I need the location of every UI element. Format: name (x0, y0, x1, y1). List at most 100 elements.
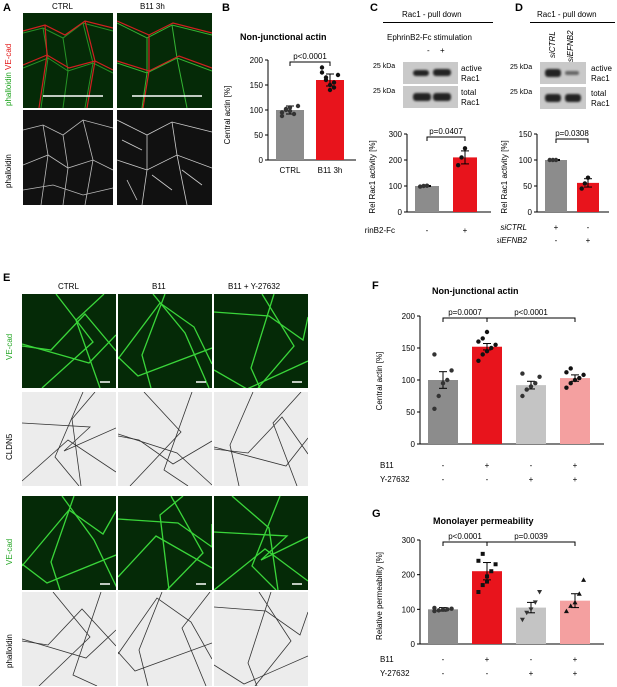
row2-sign: - (442, 669, 445, 678)
row2-sign: + (573, 475, 578, 484)
x-tick-label: B11 3h (318, 166, 343, 175)
y-tick-label: 100 (250, 106, 264, 115)
y-tick-label: 200 (389, 156, 403, 165)
data-point (480, 336, 485, 341)
panel-e-image (214, 392, 308, 486)
panel-letter-d: D (515, 2, 523, 14)
row1-sign: - (530, 655, 533, 664)
data-point (528, 384, 534, 389)
data-point (532, 600, 538, 605)
panel-g-chart: 0 100 200 300 Relative permeability [%] p<0.0… (375, 532, 604, 678)
panel-f-chart: 0 50 100 150 200 Central actin [%] p=0.0007 p<0… (375, 308, 604, 484)
data-point (323, 75, 329, 80)
y-tick-label: 100 (402, 376, 416, 385)
significance-bracket (426, 136, 466, 141)
data-point (424, 183, 430, 188)
panel-c-blot1-label-b: Rac1 (461, 74, 480, 83)
panel-c-blot-active (403, 62, 458, 84)
significance-bracket (289, 61, 331, 66)
panel-d-lane-sictrl: siCTRL (548, 31, 557, 58)
data-point (484, 349, 490, 354)
x-sign: - (426, 226, 429, 235)
row2-sign: - (442, 475, 445, 484)
y-tick-label: 0 (528, 208, 533, 217)
panel-d-header-rule (530, 22, 615, 23)
y-tick-label: 50 (254, 131, 263, 140)
bar (428, 380, 458, 444)
bar (428, 609, 458, 644)
data-point (564, 370, 569, 375)
data-point (519, 617, 525, 623)
row1-sign: + (554, 223, 559, 232)
panel-e-row-label-1: VE-cad (5, 333, 14, 360)
vecad-label: VE-cad (4, 43, 13, 70)
significance-bracket (486, 541, 576, 546)
bar (516, 607, 546, 644)
row1-sign: - (442, 655, 445, 664)
panel-e-image (22, 592, 116, 686)
data-point (440, 607, 446, 612)
row1-sign: - (587, 223, 590, 232)
panel-d-lane-siefnb2: siEFNB2 (566, 30, 575, 62)
panel-c-header-rule (383, 22, 493, 23)
data-point (417, 184, 423, 189)
y-axis-label: Rel Rac1 activity [%] (500, 140, 509, 213)
bar (276, 110, 304, 160)
bar (516, 385, 546, 444)
data-point (581, 372, 586, 378)
data-point (331, 80, 337, 85)
data-point (327, 87, 333, 93)
panel-e-image (214, 294, 308, 388)
data-point (283, 106, 289, 112)
panel-a-col-ctrl: CTRL (52, 2, 73, 11)
data-point (455, 163, 461, 168)
panel-e-image (22, 496, 116, 590)
panel-c-kda1: 25 kDa (373, 63, 396, 70)
y-tick-label: 0 (411, 640, 416, 649)
row2-label: Y-27632 (380, 669, 410, 678)
data-point (445, 377, 450, 383)
panel-c-stim-minus: - (427, 46, 430, 55)
data-point (279, 110, 285, 115)
row2-sign: - (486, 669, 489, 678)
y-tick-label: 100 (519, 156, 533, 165)
data-point (432, 608, 437, 614)
panel-e-image (118, 294, 212, 388)
significance-bracket (555, 138, 589, 143)
y-tick-label: 200 (250, 56, 264, 65)
panel-d-blot-active (540, 62, 586, 84)
data-point (436, 393, 441, 399)
data-point (585, 175, 591, 180)
significance-bracket (442, 541, 488, 546)
bar (316, 80, 344, 160)
y-axis-label: Central actin [%] (223, 86, 232, 145)
data-point (476, 590, 481, 594)
row2-sign: + (586, 236, 591, 245)
panel-e-image (22, 294, 116, 388)
data-point (480, 551, 485, 556)
panel-c-header: Rac1 - pull down (402, 10, 462, 19)
data-point (476, 358, 481, 363)
data-point (279, 113, 285, 119)
panel-d-kda2: 25 kDa (510, 89, 533, 96)
row1-sign: + (485, 461, 490, 470)
y-tick-label: 150 (250, 81, 264, 90)
panel-b-chart: 0 50 100 150 200 Central actin [%] p<0.0001 CTR… (223, 52, 356, 175)
panel-g-title: Monolayer permeability (433, 516, 534, 526)
y-tick-label: 100 (402, 605, 416, 614)
data-point (476, 339, 481, 344)
data-point (485, 579, 489, 584)
panel-a-row-label-bottom: phalloidin (4, 154, 13, 188)
panel-e-row-label-4: phalloidin (5, 634, 14, 668)
panel-e-row-label-2: CLDN5 (5, 433, 14, 460)
data-point (489, 345, 494, 351)
row1-sign: - (530, 461, 533, 470)
data-point (582, 181, 588, 186)
data-point (484, 329, 490, 335)
row2-label: siEFNB2 (497, 236, 528, 245)
panel-a-image-ctrl-phalloidin (23, 110, 113, 205)
data-point (547, 157, 552, 163)
data-point (568, 366, 573, 371)
data-point (520, 371, 525, 376)
row1-sign: - (442, 461, 445, 470)
